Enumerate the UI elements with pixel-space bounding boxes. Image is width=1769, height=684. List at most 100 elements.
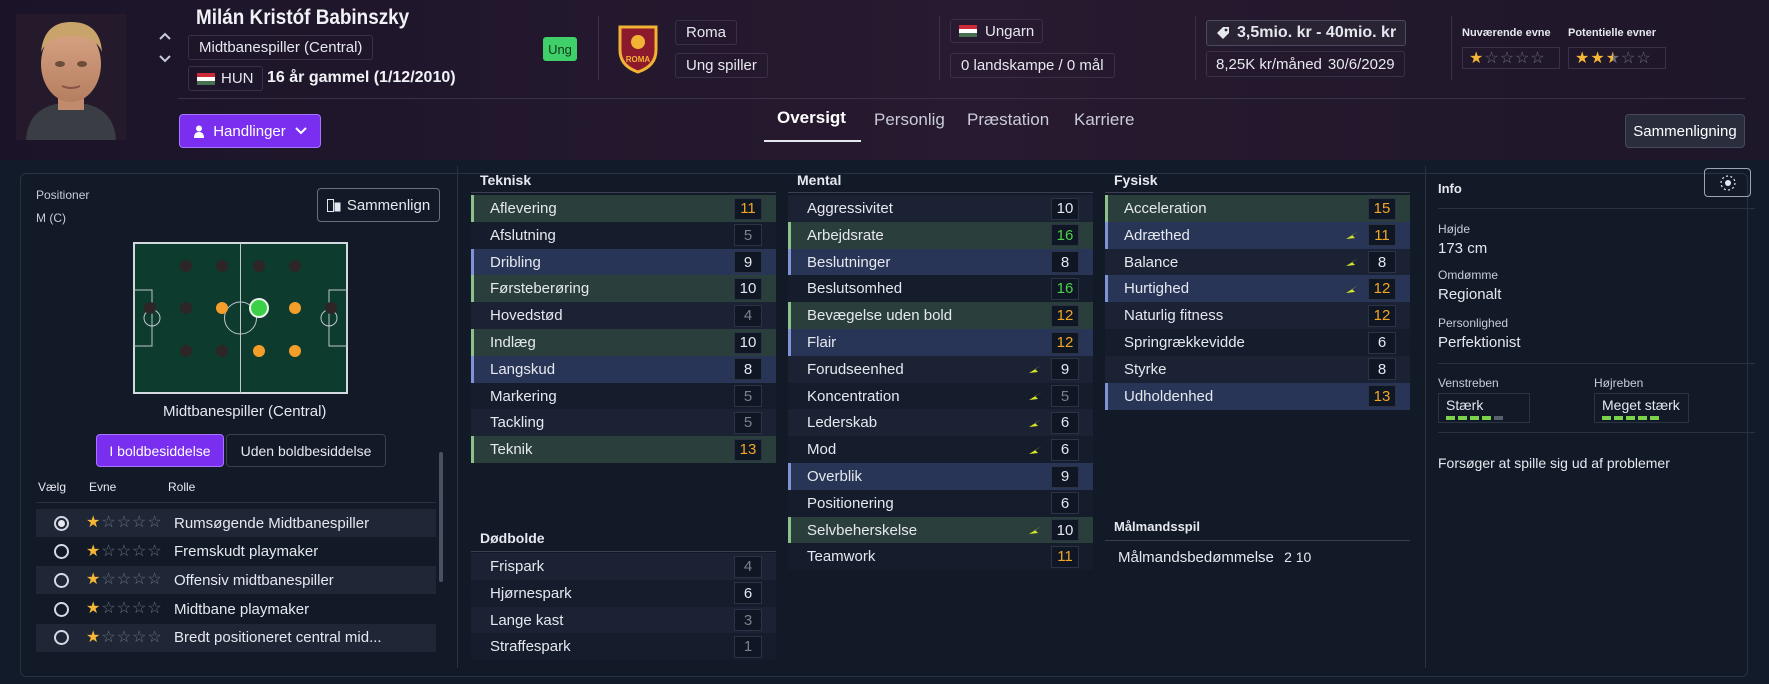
star-icon: ☆ [116,628,132,646]
role-radio[interactable] [54,515,69,531]
star-icon: ☆ [147,628,162,646]
role-row[interactable]: ★ ☆ ☆ ☆ ☆ Offensiv midtbanespiller [36,566,436,595]
attribute-row[interactable]: Aggressivitet 10 [788,195,1093,222]
attribute-row[interactable]: Straffespark 1 [471,633,776,661]
attribute-name: Teknik [490,441,533,459]
attribute-row[interactable]: Mod 6 [788,436,1093,464]
attribute-row[interactable]: Hurtighed 12 [1105,275,1410,303]
attribute-row[interactable]: Afslutning 5 [471,221,776,249]
attribute-value: 10 [734,277,762,300]
attribute-row[interactable]: Selvbeherskelse 10 [788,516,1093,544]
attribute-row[interactable]: Bevægelse uden bold 12 [788,302,1093,330]
current-ability-label: Nuværende evne [1462,27,1551,39]
attribute-row[interactable]: Positionering 6 [788,489,1093,517]
divider [1425,166,1426,668]
club-crest-icon[interactable]: ROMA [617,24,659,74]
star-icon: ☆ [132,514,147,531]
next-player-chevron-icon[interactable] [158,54,172,64]
trend-arrow-icon [1029,526,1042,535]
player-name: Milán Kristóf Babinszky [196,6,410,29]
attribute-row[interactable]: Springrækkevidde 6 [1105,329,1410,356]
attribute-row[interactable]: Udholdenhed 13 [1105,382,1410,410]
tab-personal[interactable]: Personlig [874,110,945,129]
attribute-value: 6 [1368,331,1396,354]
foot-meter-segment [1470,416,1479,420]
chevron-down-icon [295,127,307,135]
attribute-row[interactable]: Adræthed 11 [1105,221,1410,249]
attribute-value: 12 [1051,331,1079,354]
value-pill[interactable]: 3,5mio. kr - 40mio. kr [1206,20,1407,46]
attribute-row[interactable]: Arbejdsrate 16 [788,221,1093,249]
role-radio[interactable] [54,572,69,588]
attribute-row[interactable]: Naturlig fitness 12 [1105,302,1410,330]
out-of-possession-toggle[interactable]: Uden boldbesiddelse [226,434,386,467]
tab-career[interactable]: Karriere [1074,110,1135,129]
attribute-row[interactable]: Lange kast 3 [471,606,776,634]
attribute-row[interactable]: Beslutsomhed 16 [788,275,1093,303]
attribute-row[interactable]: Markering 5 [471,382,776,410]
actions-button[interactable]: Handlinger [179,114,321,148]
attribute-row[interactable]: Tackling 5 [471,409,776,437]
attribute-row[interactable]: Hovedstød 4 [471,302,776,330]
attribute-row[interactable]: Aflevering 11 [471,195,776,222]
trend-arrow-icon [1346,231,1359,240]
attribute-value: 6 [1051,438,1079,461]
attribute-row[interactable]: Forudseenhed 9 [788,355,1093,383]
role-row[interactable]: ★ ☆ ☆ ☆ ☆ Fremskudt playmaker [36,538,436,566]
tab-overview[interactable]: Oversigt [777,108,846,127]
star-icon: ★ [1590,50,1605,67]
role-row[interactable]: ★ ☆ ☆ ☆ ☆ Midtbane playmaker [36,595,436,623]
role-row[interactable]: ★ ☆ ☆ ☆ ☆ Rumsøgende Midtbanespiller [36,509,436,537]
compare-positions-button[interactable]: Sammenlign [317,188,440,222]
potential-ability-stars: ★ ★ ★ ☆ ☆ [1568,47,1666,69]
attribute-row[interactable]: Overblik 9 [788,463,1093,490]
player-age: 16 år gammel (1/12/2010) [267,69,456,86]
attribute-value: 8 [1368,358,1396,381]
person-icon [194,125,205,138]
attribute-name: Førsteberøring [490,280,590,298]
star-icon: ★ [86,571,101,589]
info-settings-button[interactable] [1704,168,1751,197]
role-row[interactable]: ★ ☆ ☆ ☆ ☆ Bredt positioneret central mid... [36,623,436,652]
role-radio[interactable] [54,630,69,646]
nationality-pill[interactable]: Ungarn [950,19,1044,43]
attribute-row[interactable]: Balance 8 [1105,248,1410,276]
tab-performance[interactable]: Præstation [967,110,1050,129]
attribute-row[interactable]: Styrke 8 [1105,355,1410,383]
attribute-row[interactable]: Førsteberøring 10 [471,275,776,303]
attribute-row[interactable]: Lederskab 6 [788,409,1093,437]
role-radio[interactable] [54,601,69,617]
previous-player-chevron-icon[interactable] [158,31,172,41]
attribute-row[interactable]: Teknik 13 [471,436,776,464]
trend-arrow-icon [1029,445,1042,454]
attribute-row[interactable]: Teamwork 11 [788,543,1093,571]
attribute-name: Flair [807,334,837,351]
attribute-row[interactable]: Koncentration 5 [788,382,1093,410]
role-list-scrollbar[interactable] [439,452,443,582]
attribute-row[interactable]: Flair 12 [788,329,1093,356]
attribute-row[interactable]: Beslutninger 8 [788,248,1093,276]
foot-meter-segment [1626,416,1635,420]
compare-button[interactable]: Sammenligning [1625,114,1745,148]
club-status-pill: Ung spiller [675,53,768,78]
attribute-row[interactable]: Acceleration 15 [1105,195,1410,222]
current-ability-star-row: ★ ☆ ☆ ☆ ☆ [1469,51,1553,67]
attribute-value: 13 [1368,385,1396,408]
pitch-position-dot [325,302,337,314]
attribute-name: Markering [490,387,557,405]
attribute-name: Styrke [1124,360,1167,378]
attribute-name: Indlæg [490,334,536,351]
attribute-value: 15 [1368,197,1396,220]
role-radio[interactable] [54,544,69,560]
role-name: Bredt positioneret central mid... [174,629,382,647]
attribute-row[interactable]: Frispark 4 [471,553,776,580]
attribute-row[interactable]: Indlæg 10 [471,329,776,356]
club-pill[interactable]: Roma [675,20,738,45]
attribute-row[interactable]: Hjørnespark 6 [471,579,776,607]
in-possession-toggle[interactable]: I boldbesiddelse [96,434,224,467]
goalkeeping-title: Målmandsspil [1114,519,1200,534]
attribute-row[interactable]: Langskud 8 [471,355,776,383]
attribute-row[interactable]: Dribling 9 [471,248,776,276]
star-icon: ☆ [101,628,116,646]
right-foot-meter [1602,416,1681,420]
